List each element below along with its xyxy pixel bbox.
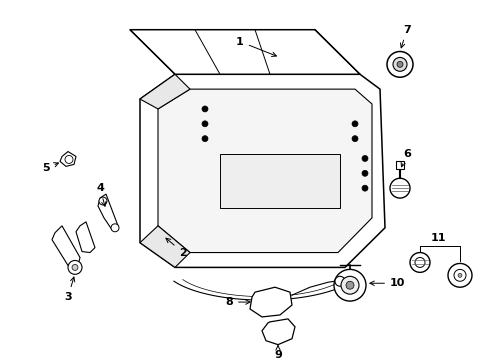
Circle shape bbox=[453, 269, 465, 281]
Circle shape bbox=[340, 276, 358, 294]
Circle shape bbox=[99, 197, 107, 205]
Text: 6: 6 bbox=[400, 149, 410, 167]
Text: 11: 11 bbox=[429, 233, 445, 243]
Circle shape bbox=[447, 264, 471, 287]
Bar bbox=[395, 161, 403, 169]
Circle shape bbox=[202, 106, 207, 112]
Circle shape bbox=[389, 178, 409, 198]
Polygon shape bbox=[140, 74, 190, 109]
Polygon shape bbox=[98, 194, 118, 230]
Polygon shape bbox=[76, 222, 95, 253]
Text: 2: 2 bbox=[165, 238, 186, 257]
Circle shape bbox=[351, 136, 357, 141]
Circle shape bbox=[68, 261, 82, 274]
Circle shape bbox=[346, 281, 353, 289]
Circle shape bbox=[111, 224, 119, 232]
Text: 3: 3 bbox=[64, 277, 75, 302]
Circle shape bbox=[202, 136, 207, 141]
Circle shape bbox=[457, 273, 461, 277]
Polygon shape bbox=[60, 152, 76, 166]
Circle shape bbox=[334, 276, 345, 286]
Bar bbox=[220, 153, 339, 208]
Circle shape bbox=[414, 257, 424, 267]
Circle shape bbox=[392, 58, 406, 71]
Circle shape bbox=[351, 121, 357, 127]
Polygon shape bbox=[52, 226, 80, 265]
Text: 1: 1 bbox=[236, 37, 276, 57]
Circle shape bbox=[396, 62, 402, 67]
Text: 5: 5 bbox=[42, 163, 59, 174]
Polygon shape bbox=[262, 319, 294, 345]
Circle shape bbox=[361, 185, 367, 191]
Circle shape bbox=[65, 156, 73, 163]
Text: 4: 4 bbox=[96, 183, 106, 206]
Polygon shape bbox=[130, 30, 359, 74]
Circle shape bbox=[361, 170, 367, 176]
Circle shape bbox=[361, 156, 367, 161]
Circle shape bbox=[409, 253, 429, 273]
Polygon shape bbox=[140, 226, 190, 267]
Text: 10: 10 bbox=[369, 278, 405, 288]
Polygon shape bbox=[249, 287, 291, 317]
Circle shape bbox=[386, 51, 412, 77]
Circle shape bbox=[333, 269, 365, 301]
Text: 9: 9 bbox=[273, 346, 282, 360]
Polygon shape bbox=[158, 89, 371, 253]
Circle shape bbox=[202, 121, 207, 127]
Circle shape bbox=[72, 265, 78, 270]
Polygon shape bbox=[140, 74, 384, 267]
Text: 8: 8 bbox=[225, 297, 250, 307]
Text: 7: 7 bbox=[400, 25, 410, 48]
